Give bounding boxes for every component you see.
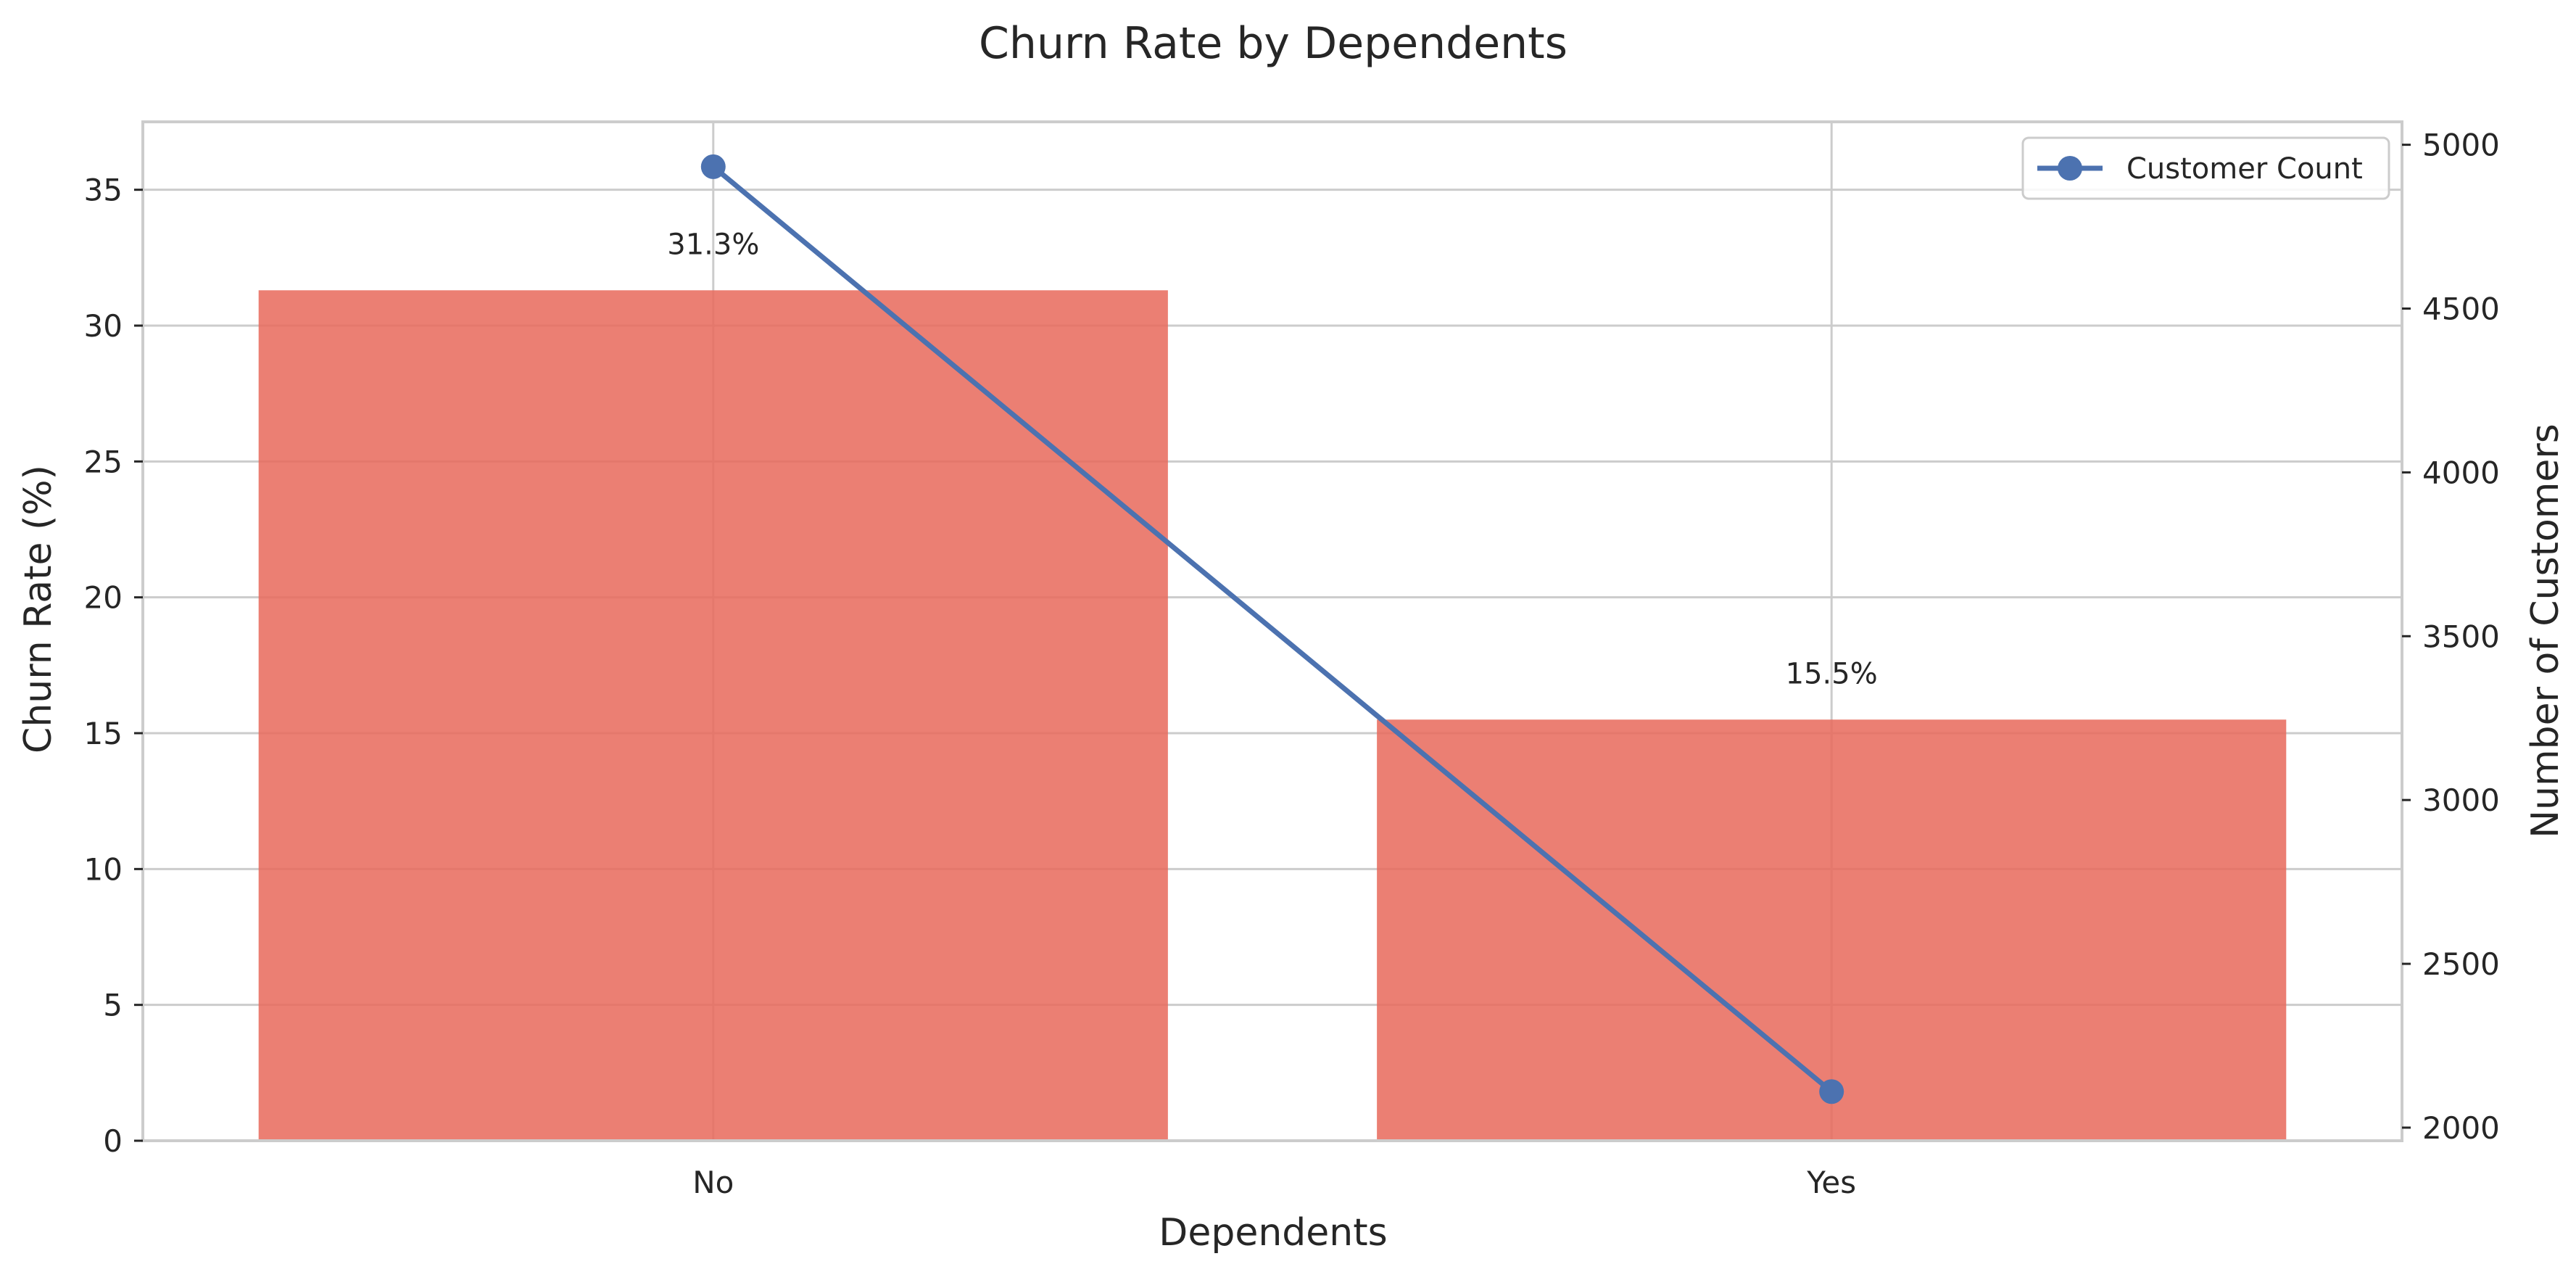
y-tick-label-left: 10 [84, 851, 123, 887]
y-tick-label-left: 5 [103, 988, 123, 1023]
legend-label-customer-count: Customer Count [2126, 152, 2363, 186]
y-axis-label-left: Churn Rate (%) [17, 465, 60, 753]
data-labels: 31.3% 15.5% [667, 228, 1877, 690]
data-label-no: 31.3% [667, 228, 759, 261]
y-tick-label-right: 3500 [2422, 619, 2500, 654]
y-tick-label-right: 3000 [2422, 782, 2500, 818]
bar-no [258, 290, 1168, 1141]
y-tick-label-right: 2500 [2422, 946, 2500, 982]
customer-count-line-layer [700, 154, 1844, 1104]
y-tick-label-left: 35 [84, 173, 123, 208]
y-tick-label-left: 15 [84, 716, 123, 751]
y-tick-label-left: 0 [103, 1123, 123, 1159]
x-tick-label-yes: Yes [1806, 1165, 1856, 1200]
y-tick-label-left: 30 [84, 308, 123, 344]
customer-count-point-yes [1819, 1079, 1844, 1104]
plot-frame [141, 120, 2403, 1142]
data-label-yes: 15.5% [1786, 657, 1878, 690]
y-tick-label-right: 2000 [2422, 1110, 2500, 1146]
bar-yes [1377, 719, 2287, 1141]
legend: Customer Count [2021, 136, 2390, 200]
y-tick-label-left: 20 [84, 580, 123, 616]
x-axis-label: Dependents [1159, 1211, 1387, 1255]
y-tick-label-right: 4500 [2422, 292, 2500, 327]
plot-border [141, 120, 2403, 1142]
bars [258, 290, 2287, 1141]
chart-title: Churn Rate by Dependents [979, 18, 1567, 69]
legend-box [2021, 136, 2390, 200]
customer-count-line [711, 165, 1834, 1094]
x-tick-label-no: No [692, 1165, 734, 1200]
tick-labels: 0 5 10 15 20 25 30 35 2000 2500 3000 3500 4000 4500 50… [84, 128, 2500, 1200]
y-tick-label-left: 25 [84, 444, 123, 479]
customer-count-point-no [700, 154, 726, 179]
y-axis-label-right: Number of Customers [2524, 424, 2567, 838]
y-tick-label-right: 4000 [2422, 455, 2500, 490]
legend-marker-swatch [2058, 156, 2082, 181]
y-tick-label-right: 5000 [2422, 128, 2500, 163]
